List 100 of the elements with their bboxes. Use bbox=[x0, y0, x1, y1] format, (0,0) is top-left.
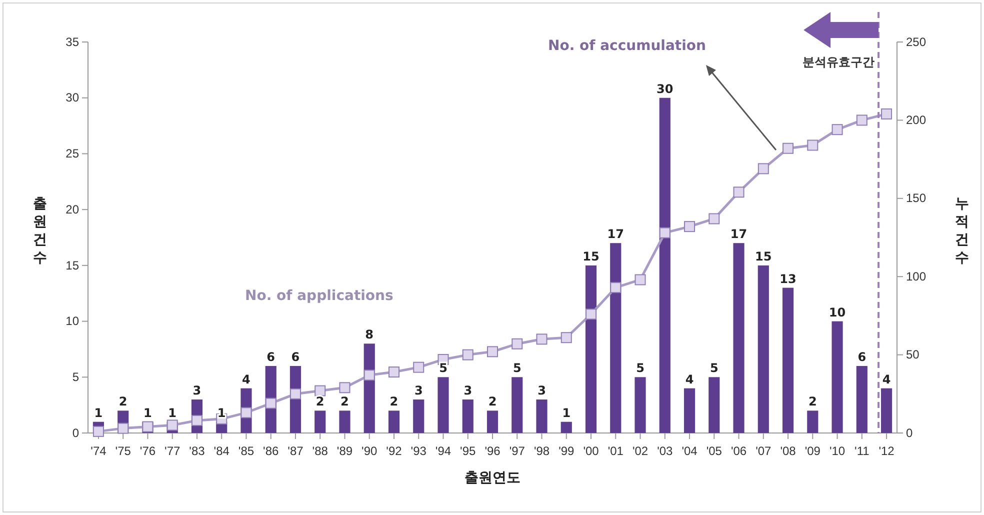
bar bbox=[782, 288, 794, 433]
bar bbox=[610, 243, 622, 433]
data-label: 6 bbox=[291, 350, 300, 364]
point bbox=[684, 221, 696, 232]
data-label: 2 bbox=[316, 394, 324, 409]
data-label: 1 bbox=[217, 406, 226, 420]
x-axis-title: 출원연도 bbox=[464, 470, 520, 486]
point bbox=[733, 186, 744, 198]
point bbox=[536, 334, 548, 345]
y-tick-label: 15 bbox=[66, 258, 80, 272]
data-label: 5 bbox=[710, 361, 718, 376]
data-label: 30 bbox=[656, 82, 674, 96]
point bbox=[758, 163, 769, 174]
bar bbox=[733, 243, 744, 433]
point bbox=[856, 114, 868, 126]
x-tick-label: '09 bbox=[804, 444, 821, 458]
data-label: 15 bbox=[755, 249, 772, 264]
point bbox=[388, 366, 400, 378]
y-tick-label: 0 bbox=[72, 426, 80, 440]
x-tick-label: '01 bbox=[608, 444, 624, 458]
point bbox=[240, 407, 252, 418]
data-label: 1 bbox=[562, 406, 571, 420]
bar bbox=[512, 377, 523, 433]
x-tick-label: '83 bbox=[189, 444, 206, 458]
annotation: No. of accumulation bbox=[548, 38, 706, 54]
point bbox=[314, 385, 326, 396]
x-tick-label: '05 bbox=[706, 444, 722, 458]
data-label: 3 bbox=[464, 383, 472, 398]
point bbox=[634, 274, 646, 286]
y-tick-label: 25 bbox=[66, 146, 80, 161]
x-tick-label: '84 bbox=[214, 444, 230, 458]
y2-axis-title: 누적건수 bbox=[955, 196, 969, 266]
bar bbox=[560, 422, 572, 433]
y-axis-title: 출원건수 bbox=[33, 196, 47, 266]
x-tick-label: '96 bbox=[484, 444, 501, 458]
data-label: 3 bbox=[538, 383, 546, 398]
bar bbox=[339, 410, 350, 433]
point bbox=[782, 142, 794, 154]
bar bbox=[413, 399, 424, 433]
y2-tick-label: 250 bbox=[906, 34, 926, 49]
x-tick-label: '77 bbox=[164, 444, 180, 458]
point bbox=[462, 349, 474, 360]
point bbox=[487, 346, 498, 358]
x-tick-label: '00 bbox=[583, 444, 600, 458]
y-tick-label: 10 bbox=[66, 314, 80, 328]
data-label: 2 bbox=[808, 394, 817, 409]
bar bbox=[314, 410, 326, 433]
y2-tick-label: 150 bbox=[906, 191, 926, 206]
bar bbox=[659, 98, 670, 433]
x-tick-label: '94 bbox=[435, 444, 452, 458]
data-label: 8 bbox=[365, 328, 374, 342]
x-tick-label: '11 bbox=[854, 444, 870, 458]
point bbox=[364, 370, 375, 381]
point bbox=[881, 108, 892, 120]
x-tick-label: '99 bbox=[558, 444, 575, 458]
x-tick-label: '02 bbox=[632, 444, 648, 458]
data-label: 3 bbox=[192, 383, 202, 398]
x-tick-label: '07 bbox=[756, 444, 772, 458]
point bbox=[265, 398, 276, 409]
data-label: 5 bbox=[636, 361, 644, 376]
x-tick-label: '03 bbox=[657, 444, 674, 458]
bar bbox=[634, 377, 646, 433]
data-label: 3 bbox=[414, 383, 423, 398]
data-label: 6 bbox=[858, 350, 866, 364]
bar bbox=[536, 399, 548, 433]
data-label: 1 bbox=[144, 406, 152, 420]
bar bbox=[856, 366, 868, 433]
point bbox=[586, 308, 597, 320]
y-tick-label: 5 bbox=[72, 370, 80, 384]
x-tick-label: '12 bbox=[878, 444, 895, 458]
x-tick-label: '93 bbox=[410, 444, 427, 458]
data-label: 6 bbox=[266, 350, 276, 364]
annotation: No. of applications bbox=[245, 288, 394, 304]
x-tick-label: '75 bbox=[115, 444, 132, 458]
bar bbox=[708, 377, 720, 433]
x-tick-label: '87 bbox=[288, 444, 304, 458]
point bbox=[659, 227, 670, 238]
x-tick-label: '10 bbox=[829, 444, 846, 458]
data-label: 2 bbox=[340, 394, 349, 409]
point bbox=[339, 382, 350, 394]
y2-tick-label: 100 bbox=[906, 269, 926, 284]
data-label: 5 bbox=[439, 361, 448, 376]
point bbox=[560, 332, 572, 344]
data-label: 17 bbox=[607, 227, 624, 242]
x-tick-label: '74 bbox=[90, 444, 107, 458]
x-tick-label: '06 bbox=[730, 444, 747, 458]
y-tick-label: 30 bbox=[66, 90, 80, 105]
x-tick-label: '95 bbox=[460, 444, 476, 458]
point bbox=[708, 213, 720, 224]
x-tick-label: '98 bbox=[534, 444, 550, 458]
bar bbox=[486, 410, 498, 433]
data-label: 1 bbox=[94, 406, 103, 420]
point bbox=[512, 338, 523, 350]
point bbox=[118, 422, 129, 434]
bar bbox=[438, 377, 449, 433]
point bbox=[290, 388, 301, 400]
y-tick-label: 35 bbox=[66, 34, 80, 49]
y2-tick-label: 0 bbox=[906, 426, 913, 440]
data-label: 2 bbox=[118, 394, 128, 409]
data-label: 2 bbox=[488, 394, 497, 409]
